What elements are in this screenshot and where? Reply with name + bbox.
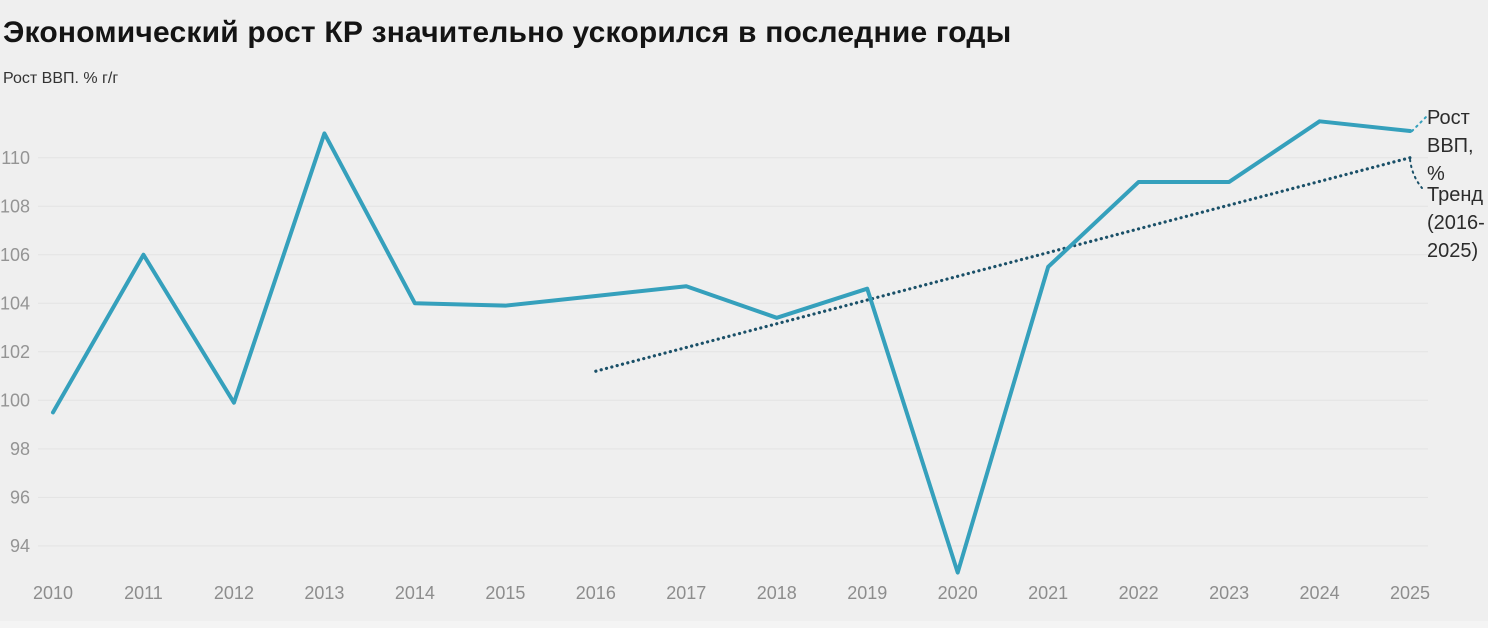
x-tick-label: 2011 xyxy=(124,583,163,603)
x-tick-label: 2020 xyxy=(938,583,978,603)
x-tick-label: 2018 xyxy=(757,583,797,603)
legend-gdp-label: Рост ВВП,% xyxy=(1427,104,1488,188)
y-tick-label: 100 xyxy=(0,390,30,410)
y-tick-label: 98 xyxy=(10,439,30,459)
chart-y-axis-caption: Рост ВВП. % г/г xyxy=(3,70,119,87)
x-tick-label: 2021 xyxy=(1028,583,1068,603)
legend-trend-label: Тренд (2016- 2025) xyxy=(1427,181,1488,265)
x-tick-label: 2017 xyxy=(666,583,706,603)
legend-label-line: 2025) xyxy=(1427,240,1479,262)
chart-title: Экономический рост КР значительно ускори… xyxy=(3,16,1012,49)
x-tick-label: 2010 xyxy=(33,583,73,603)
x-tick-label: 2023 xyxy=(1209,583,1249,603)
x-tick-label: 2013 xyxy=(304,583,344,603)
x-tick-label: 2012 xyxy=(214,583,254,603)
x-tick-label: 2019 xyxy=(847,583,887,603)
x-tick-label: 2022 xyxy=(1119,583,1159,603)
x-tick-label: 2016 xyxy=(576,583,616,603)
y-tick-label: 96 xyxy=(10,487,30,507)
y-tick-label: 110 xyxy=(1,148,30,168)
y-tick-label: 102 xyxy=(0,342,30,362)
y-tick-label: 108 xyxy=(0,196,30,216)
trend-legend-leader xyxy=(1409,158,1423,189)
x-tick-label: 2015 xyxy=(485,583,525,603)
gdp-line xyxy=(51,119,1413,575)
x-tick-label: 2014 xyxy=(395,583,435,603)
bottom-strip xyxy=(0,621,1488,628)
legend-label-line: Тренд xyxy=(1427,184,1484,206)
y-tick-label: 106 xyxy=(0,245,30,265)
legend-label-line: % xyxy=(1427,163,1445,185)
gdp-legend-leader xyxy=(1411,116,1427,133)
trend-line xyxy=(594,156,1412,373)
legend-label-line: Рост xyxy=(1427,107,1470,129)
legend-label-line: (2016- xyxy=(1427,212,1485,234)
legend-label-line: ВВП, xyxy=(1427,135,1474,157)
y-tick-label: 94 xyxy=(10,536,30,556)
x-tick-label: 2025 xyxy=(1390,583,1430,603)
y-tick-label: 104 xyxy=(0,293,30,313)
x-tick-label: 2024 xyxy=(1300,583,1340,603)
